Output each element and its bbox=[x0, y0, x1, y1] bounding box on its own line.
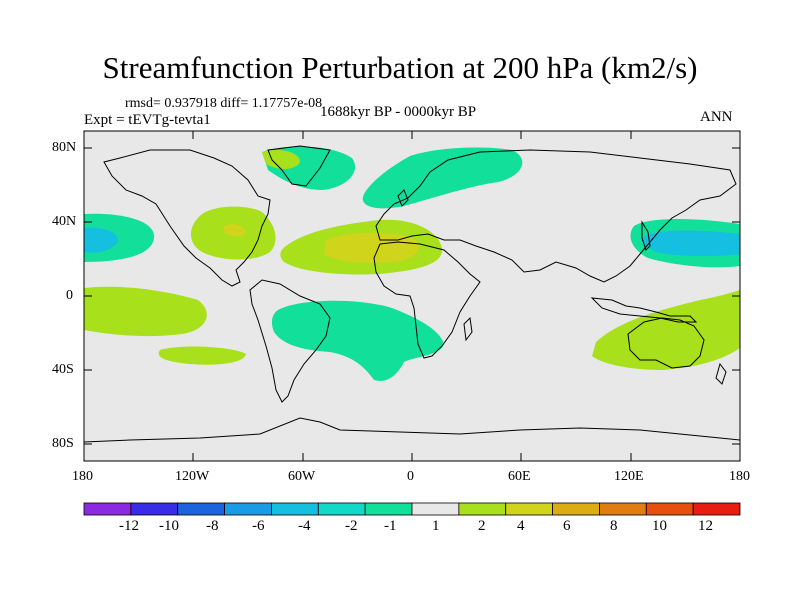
coast-antarctica bbox=[84, 417, 740, 443]
colorbar-swatch bbox=[177, 502, 225, 516]
colorbar-swatch bbox=[364, 502, 413, 516]
lat-label-80n: 80N bbox=[52, 140, 77, 155]
colorbar-swatch bbox=[599, 502, 647, 516]
coast-madagascar bbox=[463, 316, 473, 342]
colorbar-label: 12 bbox=[698, 518, 713, 534]
colorbar-swatch bbox=[552, 502, 600, 516]
fill-northeast-america-core bbox=[224, 224, 246, 237]
colorbar-label: 2 bbox=[478, 518, 486, 534]
coast-eurasia bbox=[375, 149, 737, 283]
colorbar-swatch bbox=[458, 502, 507, 516]
map-plot-area bbox=[84, 131, 740, 461]
lon-label-180w: 180 bbox=[72, 469, 93, 484]
lon-label-120w: 120W bbox=[175, 469, 210, 484]
colorbar-label: 10 bbox=[652, 518, 667, 534]
colorbar-label: 4 bbox=[517, 518, 525, 534]
coast-indonesia bbox=[590, 297, 698, 323]
colorbar-swatch bbox=[505, 502, 553, 516]
fill-south-atlantic bbox=[271, 300, 444, 381]
coast-uk bbox=[397, 189, 409, 207]
fill-west-pacific-edge-core bbox=[84, 227, 119, 253]
coast-africa bbox=[373, 241, 481, 359]
coast-japan bbox=[641, 220, 651, 251]
colorbar-label: -12 bbox=[119, 518, 139, 534]
lat-label-40s: 40S bbox=[52, 362, 74, 377]
colorbar-label: -8 bbox=[206, 518, 219, 534]
fill-australia-region bbox=[592, 290, 740, 370]
lon-label-120e: 120E bbox=[614, 469, 644, 484]
lon-label-180e: 180 bbox=[729, 469, 750, 484]
lon-label-0: 0 bbox=[407, 469, 414, 484]
colorbar-swatch bbox=[645, 502, 694, 516]
period-label: 1688kyr BP - 0000kyr BP bbox=[320, 104, 477, 120]
fill-greenland-inner bbox=[262, 150, 300, 169]
coastlines bbox=[84, 145, 740, 443]
season-label: ANN bbox=[700, 109, 733, 125]
stats-text: rmsd= 0.937918 diff= 1.17757e-08 bbox=[125, 96, 323, 111]
colorbar-label: 8 bbox=[610, 518, 618, 534]
coast-australia bbox=[627, 317, 705, 369]
experiment-label: Expt = tEVTg-tevta1 bbox=[84, 112, 211, 128]
colorbar-label: -1 bbox=[384, 518, 397, 534]
coast-north-america bbox=[103, 149, 271, 287]
axis-ticks bbox=[84, 131, 740, 461]
fill-north-pacific-core bbox=[642, 230, 740, 257]
fill-south-pacific-patch bbox=[158, 346, 246, 365]
coast-south-america bbox=[249, 279, 331, 403]
colorbar-swatch bbox=[271, 502, 319, 516]
colorbar-swatch bbox=[224, 502, 272, 516]
lon-label-60e: 60E bbox=[508, 469, 531, 484]
colorbar-swatch bbox=[692, 502, 741, 516]
lat-label-80s: 80S bbox=[52, 436, 74, 451]
colorbar-label: -2 bbox=[345, 518, 358, 534]
map-title: Streamfunction Perturbation at 200 hPa (… bbox=[102, 50, 698, 85]
lat-label-0: 0 bbox=[66, 288, 73, 303]
lon-label-60w: 60W bbox=[288, 469, 316, 484]
colorbar-label: 6 bbox=[563, 518, 571, 534]
fill-europe-arctic bbox=[362, 147, 523, 209]
colorbar-label: -6 bbox=[252, 518, 265, 534]
colorbar bbox=[83, 502, 741, 516]
colorbar-label: -4 bbox=[298, 518, 311, 534]
colorbar-swatch bbox=[130, 502, 179, 516]
fill-east-pacific bbox=[84, 286, 207, 337]
colorbar-swatch bbox=[411, 502, 460, 516]
colorbar-label: -10 bbox=[159, 518, 179, 534]
coast-greenland bbox=[267, 145, 331, 187]
coast-new-zealand bbox=[715, 362, 727, 385]
fill-north-atlantic-core bbox=[324, 232, 419, 263]
colorbar-swatch bbox=[317, 502, 366, 516]
lat-label-40n: 40N bbox=[52, 214, 77, 229]
colorbar-swatch bbox=[83, 502, 132, 516]
colorbar-label: 1 bbox=[432, 518, 440, 534]
